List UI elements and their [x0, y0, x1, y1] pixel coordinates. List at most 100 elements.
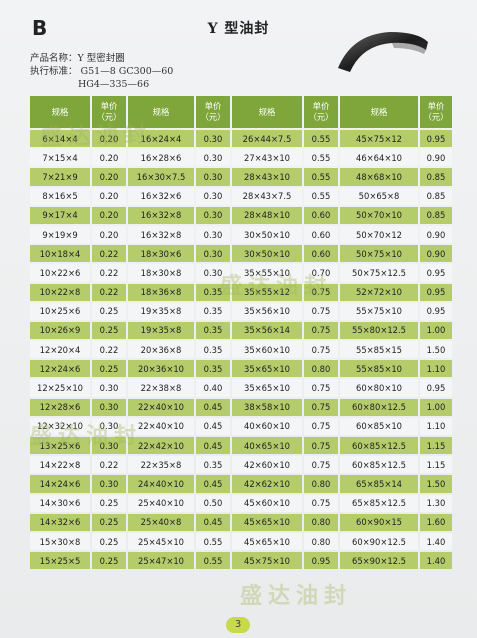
spec-cell: 14×22×8 [30, 456, 90, 474]
table-row: 15×25×5 0.25 25×47×10 0.55 45×75×10 0.95 65×90… [30, 552, 452, 570]
price-cell: 0.25 [92, 552, 126, 570]
column-header: 规格 [232, 96, 302, 128]
price-cell: 1.00 [420, 398, 452, 416]
spec-cell: 18×30×6 [128, 245, 194, 263]
price-cell: 1.15 [420, 456, 452, 474]
spec-cell: 15×25×5 [30, 552, 90, 570]
watermark: 盛达油封 [240, 584, 353, 609]
price-cell: 0.22 [92, 264, 126, 282]
table-row: 12×20×4 0.22 20×36×8 0.35 35×60×10 0.75 55×85×… [30, 341, 452, 359]
product-name-line: 产品名称：Y 型密封圈 [30, 53, 125, 64]
spec-cell: 35×55×12 [232, 283, 302, 301]
spec-cell: 18×36×8 [128, 283, 194, 301]
spec-cell: 65×85×14 [340, 475, 418, 493]
price-cell: 0.75 [304, 379, 338, 397]
price-cell: 0.75 [304, 302, 338, 320]
spec-cell: 18×30×8 [128, 264, 194, 282]
table-row: 13×25×6 0.30 22×42×10 0.45 40×65×10 0.75 60×85… [30, 437, 452, 455]
price-cell: 0.85 [420, 206, 452, 224]
spec-cell: 40×60×10 [232, 417, 302, 435]
price-cell: 0.40 [196, 379, 230, 397]
price-cell: 0.22 [92, 245, 126, 263]
price-cell: 0.55 [304, 187, 338, 205]
price-cell: 0.22 [92, 456, 126, 474]
column-header: 单价 （元） [304, 96, 338, 128]
page-title: Y 型油封 [207, 21, 270, 37]
spec-cell: 45×65×10 [232, 532, 302, 551]
column-header: 规格 [340, 96, 418, 128]
price-cell: 0.55 [304, 149, 338, 167]
spec-cell: 22×38×8 [128, 379, 194, 397]
spec-cell: 12×20×4 [30, 341, 90, 359]
price-cell: 0.25 [92, 321, 126, 340]
spec-cell: 13×25×6 [30, 437, 90, 455]
table-row: 10×26×9 0.25 19×35×8 0.35 35×56×14 0.75 55×80×… [30, 321, 452, 340]
page-number: 3 [226, 617, 250, 633]
spec-cell: 16×32×8 [128, 206, 194, 224]
table-row: 10×22×6 0.22 18×30×8 0.30 35×55×10 0.70 50×75×… [30, 264, 452, 282]
spec-cell: 7×15×4 [30, 149, 90, 167]
price-cell: 0.20 [92, 187, 126, 205]
price-cell: 0.22 [92, 341, 126, 359]
price-cell: 0.50 [196, 494, 230, 512]
price-cell: 0.60 [304, 206, 338, 224]
spec-cell: 60×85×12.5 [340, 437, 418, 455]
price-cell: 0.30 [196, 168, 230, 186]
spec-cell: 55×85×15 [340, 341, 418, 359]
price-cell: 0.55 [196, 532, 230, 551]
price-cell: 0.80 [304, 513, 338, 531]
price-cell: 0.25 [92, 513, 126, 531]
column-header: 规格 [128, 96, 194, 128]
table-row: 15×30×8 0.25 25×45×10 0.55 45×65×10 0.80 60×90… [30, 532, 452, 551]
y-seal-ring-image [338, 32, 428, 72]
spec-cell: 50×65×8 [340, 187, 418, 205]
price-cell: 0.25 [92, 302, 126, 320]
spec-cell: 10×26×9 [30, 321, 90, 340]
price-cell: 0.20 [92, 130, 126, 148]
price-cell: 0.30 [196, 206, 230, 224]
price-cell: 0.20 [92, 168, 126, 186]
spec-cell: 35×65×10 [232, 360, 302, 378]
product-meta: 产品名称：Y 型密封圈 执行标准： G51—8 GC300—60 HG4—335… [30, 52, 173, 91]
spec-cell: 46×64×10 [340, 149, 418, 167]
spec-cell: 35×60×10 [232, 341, 302, 359]
column-header: 规格 [30, 96, 90, 128]
price-cell: 0.30 [92, 475, 126, 493]
spec-cell: 14×24×6 [30, 475, 90, 493]
table-row: 8×16×5 0.20 16×32×6 0.30 28×43×7.5 0.55 50×65×… [30, 187, 452, 205]
table-row: 12×24×6 0.25 20×36×10 0.35 35×65×10 0.80 55×85… [30, 360, 452, 378]
spec-cell: 9×19×9 [30, 225, 90, 244]
spec-cell: 45×75×12 [340, 130, 418, 148]
price-cell: 0.20 [92, 149, 126, 167]
price-cell: 0.45 [196, 513, 230, 531]
price-cell: 1.50 [420, 475, 452, 493]
price-cell: 0.30 [196, 245, 230, 263]
price-cell: 0.35 [196, 283, 230, 301]
price-cell: 0.70 [304, 264, 338, 282]
spec-cell: 27×43×10 [232, 149, 302, 167]
price-cell: 0.95 [420, 130, 452, 148]
spec-cell: 50×70×12 [340, 225, 418, 244]
spec-cell: 60×85×10 [340, 417, 418, 435]
spec-cell: 9×17×4 [30, 206, 90, 224]
spec-cell: 65×85×12.5 [340, 494, 418, 512]
spec-cell: 35×56×10 [232, 302, 302, 320]
spec-cell: 10×25×6 [30, 302, 90, 320]
price-cell: 0.75 [304, 321, 338, 340]
price-cell: 0.75 [304, 283, 338, 301]
spec-cell: 45×75×10 [232, 552, 302, 570]
price-cell: 0.30 [92, 398, 126, 416]
spec-cell: 12×25×10 [30, 379, 90, 397]
price-cell: 1.60 [420, 513, 452, 531]
price-cell: 0.45 [196, 437, 230, 455]
spec-cell: 25×45×10 [128, 532, 194, 551]
spec-cell: 48×68×10 [340, 168, 418, 186]
price-cell: 0.35 [196, 360, 230, 378]
standard-line-2: HG4—335—66 [78, 79, 150, 90]
price-cell: 1.30 [420, 494, 452, 512]
price-cell: 0.35 [196, 321, 230, 340]
spec-cell: 16×24×4 [128, 130, 194, 148]
column-header: 单价 （元） [196, 96, 230, 128]
table-row: 14×24×6 0.30 24×40×10 0.45 42×62×10 0.80 65×85… [30, 475, 452, 493]
spec-cell: 60×80×12.5 [340, 398, 418, 416]
